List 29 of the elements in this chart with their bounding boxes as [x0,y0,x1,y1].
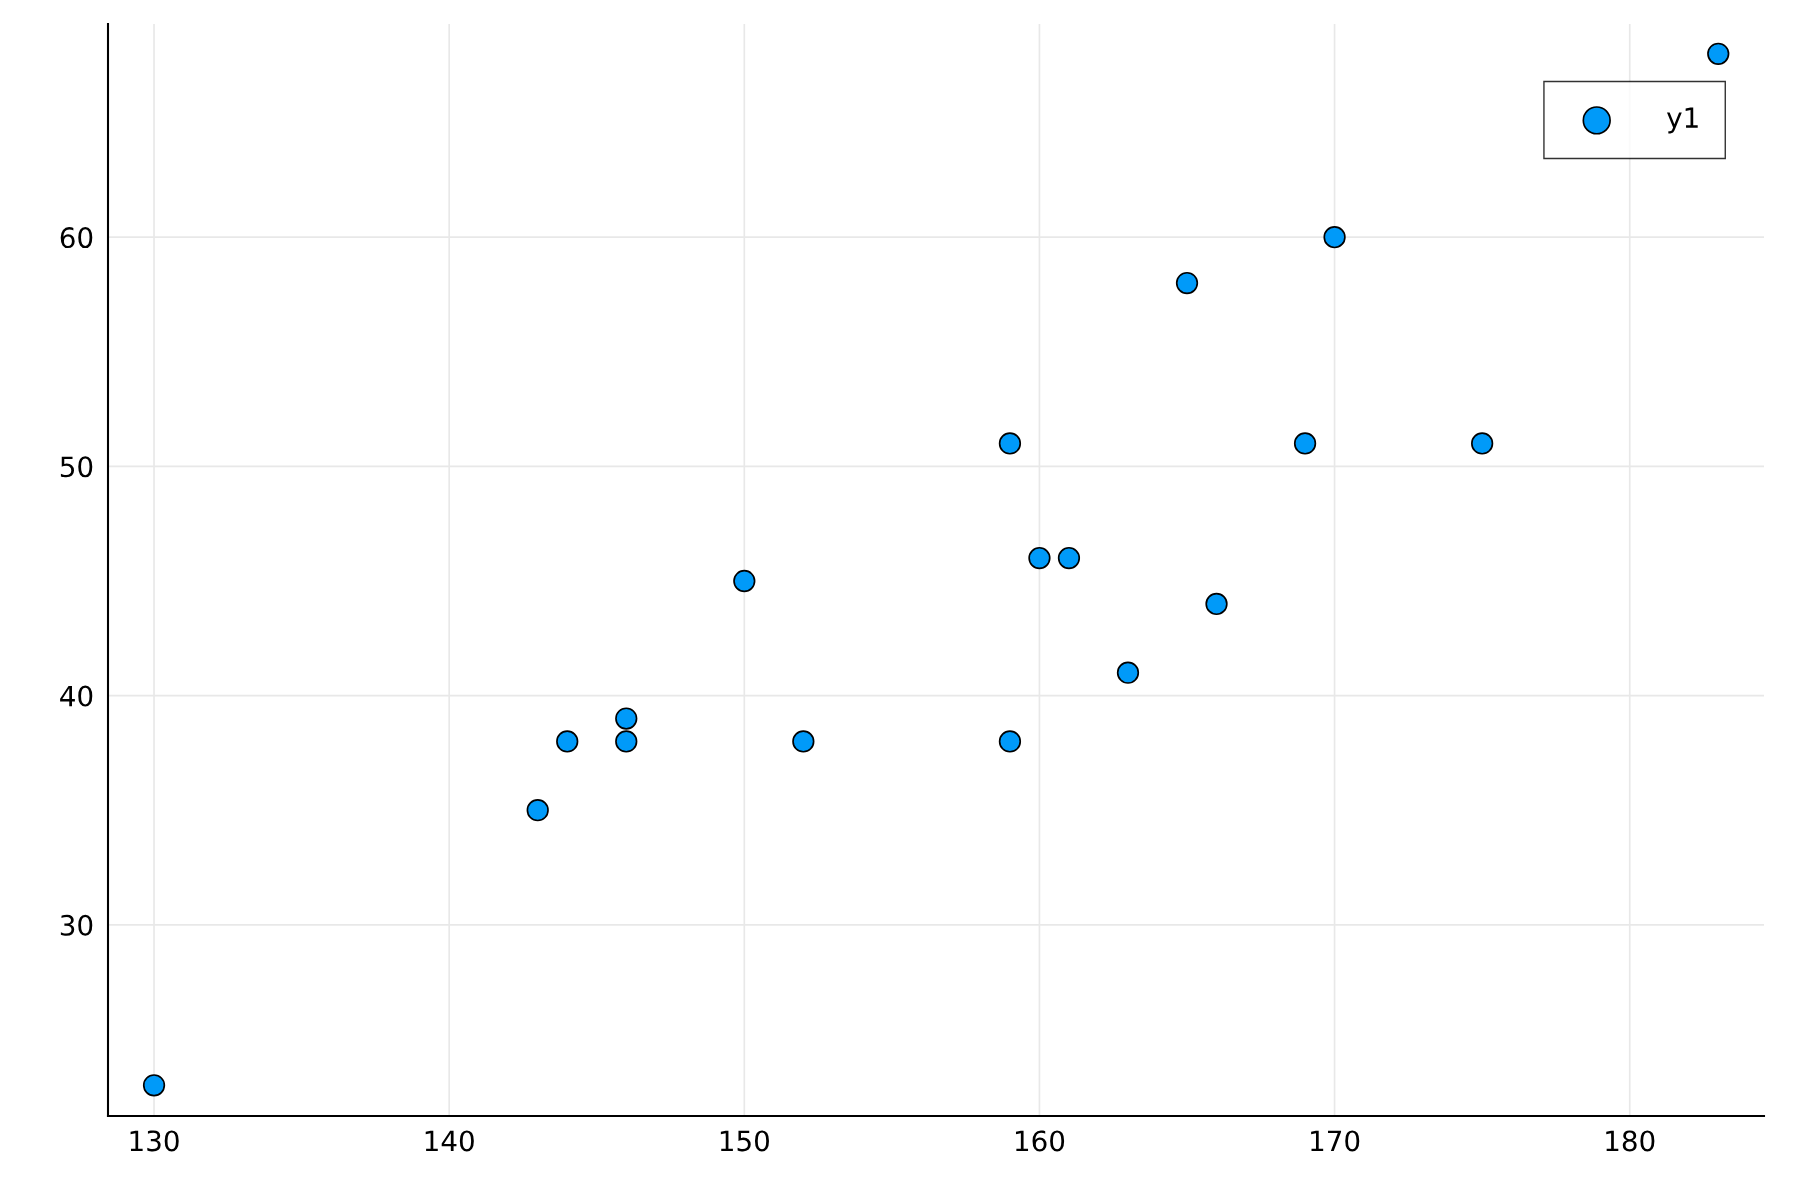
point [556,730,579,753]
point [615,707,638,730]
point [733,569,756,593]
x-tick-label: 160 [1015,1130,1065,1152]
point [1205,592,1228,616]
x-tick-label: 170 [1311,1130,1360,1152]
point [1471,432,1494,455]
y-tick-label: 30 [60,914,93,936]
point [1028,546,1051,570]
point [1323,226,1346,249]
point [1707,42,1730,65]
point [792,730,815,753]
point [1175,271,1199,295]
y-tick-label: 40 [60,685,93,707]
point [1116,661,1140,684]
point [1293,432,1317,455]
point [998,730,1022,753]
point [1057,546,1081,570]
point [142,1074,166,1097]
x-tick-label: 180 [1606,1130,1655,1152]
y-tick-label: 60 [60,227,93,249]
point [998,432,1022,455]
y-tick-label: 50 [60,456,93,478]
x-tick-label: 150 [720,1130,769,1152]
x-tick-label: 140 [425,1130,474,1152]
point [615,730,638,753]
x-tick-label: 130 [130,1130,179,1152]
point [526,799,549,822]
legend-label: y1 [1666,107,1698,134]
